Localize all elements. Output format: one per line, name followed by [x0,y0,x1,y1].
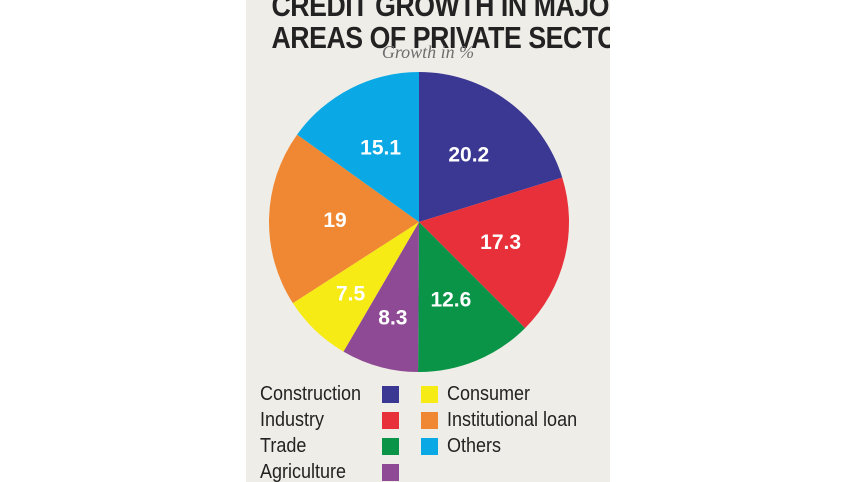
chart-title: CREDIT GROWTH IN MAJOR AREAS OF PRIVATE … [271,0,610,55]
pie-slice-industry [419,177,570,329]
legend-item-trade: Trade [260,434,399,458]
pie-slice-construction [419,71,563,222]
legend-item-agriculture: Agriculture [260,460,399,482]
legend-label-construction: Construction [260,382,362,405]
pie-slice-trade [418,222,526,373]
chart-title-line-2: AREAS OF PRIVATE SECTOR [271,20,610,55]
legend-item-construction: Construction [260,382,399,406]
legend-label-agriculture: Agriculture [260,460,347,482]
pie-label-agriculture: 8.3 [378,307,407,330]
legend-swatch-agriculture [382,464,399,481]
legend-item-institutional-loan: Institutional loan [421,408,592,432]
pie-label-trade: 12.6 [430,289,471,312]
pie-label-industry: 17.3 [480,231,521,254]
pie-label-others: 15.1 [360,136,401,159]
legend-label-consumer: Consumer [447,382,531,405]
pie-slice-agriculture [343,222,419,372]
pie-label-consumer: 7.5 [336,283,366,306]
pie-chart: 20.2 17.3 12.6 8.3 7.5 19 15.1 [269,71,570,373]
pie-slice-consumer [292,222,419,352]
legend-item-consumer: Consumer [421,382,539,406]
legend-item-industry: Industry [260,408,399,432]
chart-subtitle: Growth in % [381,42,475,62]
legend-label-trade: Trade [260,434,307,457]
legend-label-industry: Industry [260,408,325,431]
legend-swatch-construction [382,386,399,403]
legend-swatch-others [421,437,438,455]
pie-label-institutional-loan: 19 [323,209,346,232]
legend-item-others: Others [421,434,507,458]
chart-panel: CREDIT GROWTH IN MAJOR AREAS OF PRIVATE … [246,0,610,482]
legend-swatch-trade [382,438,399,455]
legend-swatch-institutional-loan [421,411,438,429]
legend-label-others: Others [447,434,502,457]
legend-swatch-consumer [421,385,438,403]
legend-label-institutional-loan: Institutional loan [447,408,578,431]
pie-slice-institutional-loan [269,134,419,304]
legend-swatch-industry [382,412,399,429]
pie-slice-others [297,72,419,222]
chart-title-line-1: CREDIT GROWTH IN MAJOR [271,0,610,23]
pie-label-construction: 20.2 [448,143,489,166]
